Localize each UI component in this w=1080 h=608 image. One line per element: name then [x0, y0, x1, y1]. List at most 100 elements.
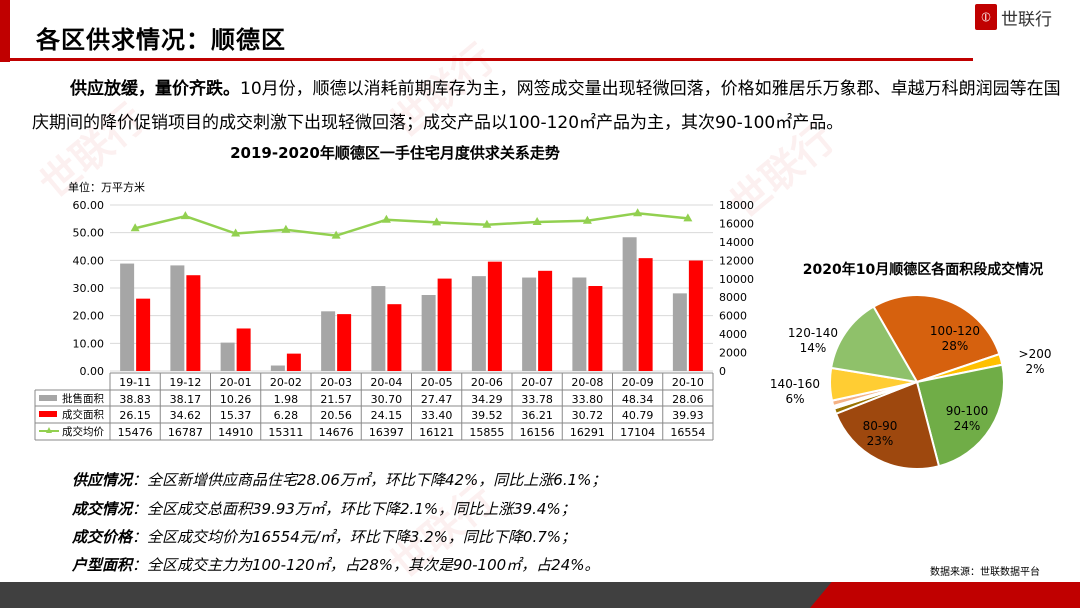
stat-label: 户型面积 — [72, 556, 133, 574]
table-cell: 20.56 — [320, 409, 352, 422]
header-accent-bar — [0, 0, 10, 62]
table-cell: 28.06 — [672, 393, 704, 406]
table-cell: 15476 — [118, 426, 153, 439]
table-cell: 38.83 — [119, 393, 151, 406]
price-marker — [281, 224, 291, 233]
table-cell: 16787 — [168, 426, 203, 439]
table-cell: 16291 — [570, 426, 605, 439]
y2-tick-label: 16000 — [719, 217, 754, 230]
stat-price: 成交价格：全区成交均价为16554元/㎡，环比下降3.2%，同比下降0.7%； — [72, 526, 576, 547]
table-cell: 36.21 — [521, 409, 553, 422]
x-category-label: 19-12 — [169, 376, 201, 389]
intro-paragraph: 供应放缓，量价齐跌。10月份，顺德以消耗前期库存为主，网签成交量出现轻微回落，价… — [32, 72, 1062, 140]
stat-supply: 供应情况：全区新增供应商品住宅28.06万㎡，环比下降42%，同比上涨6.1%； — [72, 469, 606, 490]
bar-deal — [688, 260, 703, 371]
price-marker — [180, 211, 190, 220]
bar-deal — [487, 261, 502, 371]
price-marker — [532, 217, 542, 226]
pie-chart-title: 2020年10月顺德区各面积段成交情况 — [802, 262, 1044, 278]
bar-supply — [220, 342, 235, 371]
pie-slice-label: 100-120 — [930, 324, 980, 338]
y-tick-label: 10.00 — [73, 337, 105, 350]
table-cell: 26.15 — [119, 409, 151, 422]
stat-text: ：全区成交均价为16554元/㎡，环比下降3.2%，同比下降0.7%； — [132, 528, 577, 546]
stat-deal: 成交情况：全区成交总面积39.93万㎡，环比下降2.1%，同比上涨39.4%； — [72, 498, 576, 519]
y-tick-label: 0.00 — [80, 365, 105, 378]
price-marker — [130, 223, 140, 232]
y2-tick-label: 14000 — [719, 236, 754, 249]
stat-text: ：全区新增供应商品住宅28.06万㎡，环比下降42%，同比上涨6.1%； — [132, 471, 607, 489]
bar-deal — [136, 298, 151, 371]
page-title: 各区供求情况：顺德区 — [36, 26, 286, 54]
legend-label: 成交均价 — [62, 425, 104, 438]
table-cell: 14910 — [218, 426, 253, 439]
stat-text: ：全区成交总面积39.93万㎡，环比下降2.1%，同比上涨39.4%； — [132, 500, 576, 518]
x-category-label: 20-02 — [270, 376, 302, 389]
intro-text: 10月份，顺德以消耗前期库存为主，网签成交量出现轻微回落，价格如雅居乐万象郡、卓… — [32, 79, 1061, 133]
table-cell: 39.52 — [471, 409, 503, 422]
y-tick-label: 20.00 — [73, 310, 105, 323]
y2-tick-label: 0 — [719, 365, 726, 378]
price-line — [134, 212, 689, 237]
stat-text: ：全区成交主力为100-120㎡，占28%，其次是90-100㎡，占24%。 — [132, 556, 600, 574]
bar-supply — [522, 277, 537, 371]
pie-slice-percent: 24% — [954, 419, 981, 433]
stat-label: 成交价格 — [72, 528, 133, 546]
bar-deal — [437, 278, 452, 371]
bar-supply — [170, 265, 185, 371]
logo-text: 世联行 — [1001, 9, 1052, 30]
pie-slice-percent: 23% — [867, 434, 894, 448]
table-cell: 16397 — [369, 426, 404, 439]
bar-deal — [337, 314, 352, 371]
table-cell: 17104 — [620, 426, 655, 439]
header-divider — [10, 58, 973, 61]
x-category-label: 19-11 — [119, 376, 151, 389]
price-marker — [231, 228, 241, 237]
stat-label: 成交情况 — [72, 500, 133, 518]
bar-deal — [538, 270, 553, 371]
bar-supply — [321, 311, 336, 371]
table-cell: 16554 — [670, 426, 705, 439]
bar-supply — [622, 237, 637, 371]
pie-slice-label: 140-160 — [770, 377, 820, 391]
bar-deal — [186, 275, 201, 371]
y2-tick-label: 10000 — [719, 273, 754, 286]
y2-tick-label: 2000 — [719, 347, 747, 360]
table-cell: 14676 — [319, 426, 354, 439]
logo-icon: ⦶ — [975, 4, 997, 30]
price-marker — [633, 208, 643, 217]
y-tick-label: 40.00 — [73, 254, 105, 267]
bar-supply — [421, 294, 436, 371]
bar-supply — [120, 263, 135, 371]
table-cell: 33.40 — [421, 409, 453, 422]
x-category-label: 20-07 — [521, 376, 553, 389]
y-tick-label: 50.00 — [73, 227, 105, 240]
table-cell: 30.70 — [371, 393, 403, 406]
bar-supply — [672, 293, 687, 371]
table-cell: 16156 — [520, 426, 555, 439]
table-cell: 34.62 — [170, 409, 202, 422]
table-cell: 16121 — [419, 426, 454, 439]
legend-label: 成交面积 — [62, 408, 104, 421]
table-cell: 38.17 — [170, 393, 202, 406]
legend-label: 批售面积 — [62, 392, 104, 405]
y2-tick-label: 18000 — [719, 199, 754, 212]
table-cell: 15311 — [268, 426, 303, 439]
pie-slice-percent: 14% — [800, 341, 827, 355]
table-cell: 1.98 — [274, 393, 299, 406]
table-cell: 34.29 — [471, 393, 503, 406]
table-cell: 15.37 — [220, 409, 252, 422]
bar-supply — [371, 286, 386, 371]
table-cell: 48.34 — [622, 393, 654, 406]
table-cell: 33.78 — [521, 393, 553, 406]
price-marker — [482, 219, 492, 228]
y2-tick-label: 12000 — [719, 254, 754, 267]
table-cell: 21.57 — [320, 393, 352, 406]
x-category-label: 20-01 — [220, 376, 252, 389]
x-category-label: 20-10 — [672, 376, 704, 389]
legend-marker — [46, 427, 52, 433]
table-cell: 24.15 — [371, 409, 403, 422]
pie-slice — [830, 305, 919, 384]
pie-slice-percent: 28% — [942, 339, 969, 353]
